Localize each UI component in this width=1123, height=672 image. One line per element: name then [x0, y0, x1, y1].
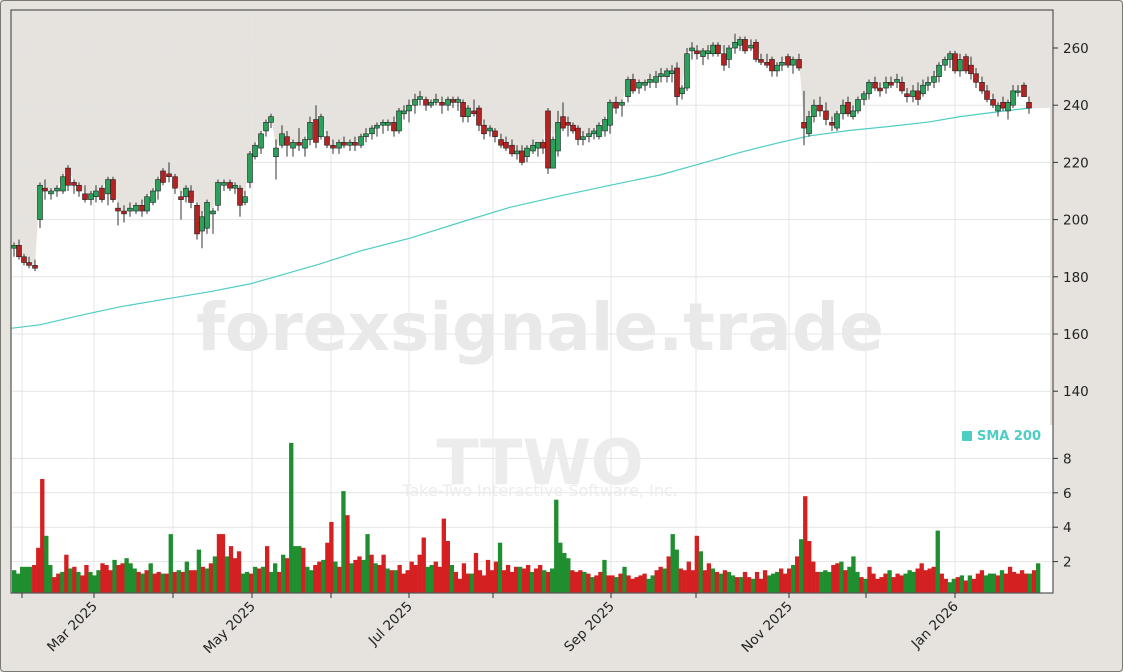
date-tick-label: Nov 2025 [739, 599, 796, 656]
date-tick-label: May 2025 [200, 599, 258, 657]
price-tick-label: 240 [1063, 98, 1089, 114]
volume-tick-label: 2 [1063, 555, 1072, 571]
price-tick-label: 220 [1063, 155, 1089, 171]
company-watermark: Take-Two Interactive Software, Inc. [401, 481, 678, 500]
date-tick-label: Sep 2025 [561, 599, 618, 656]
date-tick-label: Jan 2026 [908, 599, 962, 653]
candlesticks [11, 33, 1032, 272]
legend-sma-200: SMA 200 [962, 429, 1041, 444]
plot-background [11, 10, 1053, 593]
volume-tick-label: 6 [1063, 486, 1072, 502]
date-tick-label: Jul 2025 [365, 599, 416, 650]
volume-bars [12, 442, 1041, 593]
volume-tick-label: 8 [1063, 451, 1072, 467]
date-tick-label: Mar 2025 [44, 599, 101, 656]
watermarks: forexsignale.trade TTWO Take-Two Interac… [196, 289, 884, 500]
legend-swatch [962, 431, 972, 441]
gridlines [11, 10, 1053, 593]
site-watermark: forexsignale.trade [196, 289, 884, 366]
price-tick-label: 180 [1063, 270, 1089, 286]
price-tick-label: 200 [1063, 213, 1089, 229]
legend-label: SMA 200 [977, 429, 1042, 444]
price-tick-label: 140 [1063, 384, 1089, 400]
sma-200-line [10, 107, 1030, 329]
price-tick-label: 160 [1063, 327, 1089, 343]
volume-tick-label: 4 [1063, 520, 1072, 536]
price-tick-label: 260 [1063, 41, 1089, 57]
ticker-watermark: TTWO [436, 426, 643, 499]
